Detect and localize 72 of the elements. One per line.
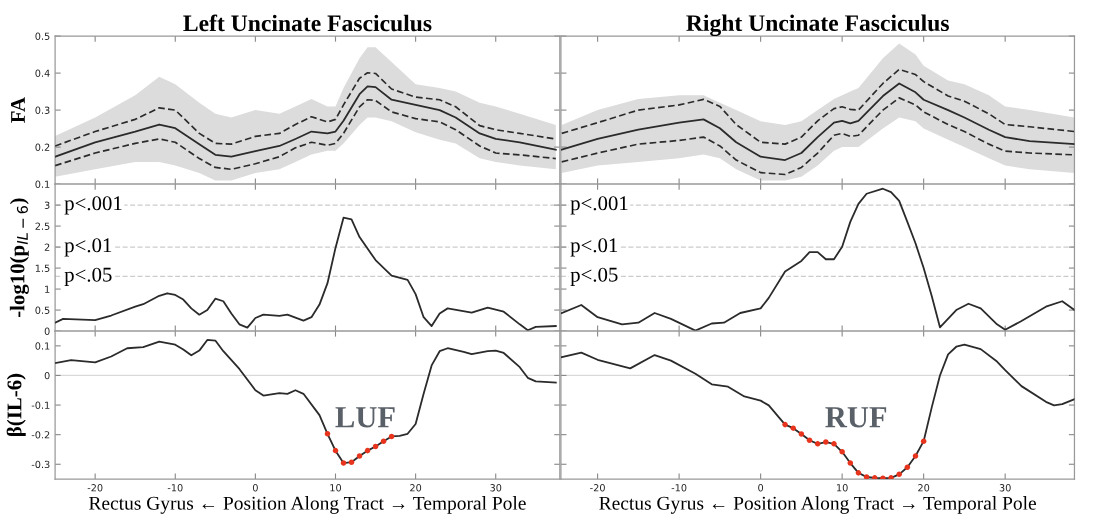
y-tick-label: -0.3	[31, 460, 50, 469]
y-tick-label: 0	[44, 327, 50, 335]
point	[888, 475, 894, 480]
point	[831, 441, 837, 447]
point	[814, 441, 821, 447]
chart-title: Right Uncinate Fasciculus	[686, 14, 949, 37]
line-series	[55, 98, 557, 171]
y-tick-label: 0.5	[35, 32, 50, 40]
x-tick-label: -10	[167, 484, 183, 492]
point	[348, 459, 355, 465]
y-tick-label: 0.3	[35, 106, 50, 114]
point	[863, 474, 870, 480]
y-axis-title: FA	[11, 97, 25, 123]
point	[332, 447, 339, 454]
x-tick-label: 30	[490, 484, 502, 492]
x-tick-label: 0	[758, 484, 764, 492]
point	[855, 470, 862, 476]
point	[896, 471, 902, 478]
point	[364, 447, 371, 454]
point	[871, 475, 878, 480]
y-tick-label: -0.2	[31, 431, 50, 439]
y-tick-label: 0.1	[35, 180, 50, 188]
ref-line-label: p<.05	[570, 267, 618, 286]
point	[880, 475, 886, 480]
x-tick-label: -20	[87, 484, 103, 492]
x-axis-title: Rectus Gyrus ← Position Along Tract → Temporal Pole	[599, 496, 1036, 514]
x-axis-title: Rectus Gyrus ← Position Along Tract → Temporal Pole	[89, 496, 526, 514]
point	[798, 431, 805, 437]
x-tick-label: -10	[671, 484, 687, 492]
annotation: RUF	[825, 407, 887, 428]
x-tick-label: 20	[918, 484, 930, 492]
y-axis-title: -log10(p$_{IL−6}$)	[9, 198, 29, 318]
y-tick-label: 2	[44, 243, 50, 251]
y-tick-label: 0.4	[35, 69, 50, 77]
point	[790, 425, 797, 431]
ref-line-label: p<.05	[64, 267, 112, 286]
y-tick-label: -0.1	[31, 401, 50, 409]
y-tick-label: 1.5	[35, 264, 50, 272]
point	[847, 460, 854, 466]
y-tick-label: 0	[44, 371, 50, 380]
point	[324, 431, 331, 437]
y-tick-label: 2.5	[35, 222, 50, 230]
point	[806, 437, 813, 444]
point	[912, 453, 919, 459]
ref-line-label: p<.01	[64, 238, 112, 257]
point	[823, 439, 829, 445]
point	[380, 438, 387, 444]
ref-line-label: p<.001	[64, 196, 122, 215]
ref-line-label: p<.001	[570, 196, 628, 215]
y-tick-label: 1	[45, 285, 50, 293]
point	[839, 449, 845, 455]
y-tick-label: 0.1	[35, 342, 50, 350]
x-tick-label: 20	[410, 484, 422, 492]
point	[920, 438, 927, 444]
line-series	[55, 85, 557, 158]
y-tick-label: 0.2	[35, 143, 50, 151]
chart-title: Left Uncinate Fasciculus	[183, 14, 432, 32]
y-tick-label: 0.5	[35, 306, 50, 314]
x-tick-label: 30	[999, 484, 1011, 492]
point	[340, 460, 347, 466]
point	[356, 453, 363, 459]
y-axis-title: β(IL-6)	[6, 373, 26, 436]
x-tick-label: -20	[590, 484, 605, 492]
x-tick-label: 10	[330, 484, 342, 492]
x-tick-label: 0	[252, 484, 258, 492]
y-tick-label: 3	[44, 201, 50, 209]
point	[904, 464, 911, 471]
ref-line-label: p<.01	[570, 238, 618, 257]
x-tick-label: 10	[837, 484, 848, 492]
point	[782, 421, 788, 428]
point	[388, 433, 395, 440]
annotation: LUF	[335, 407, 395, 428]
